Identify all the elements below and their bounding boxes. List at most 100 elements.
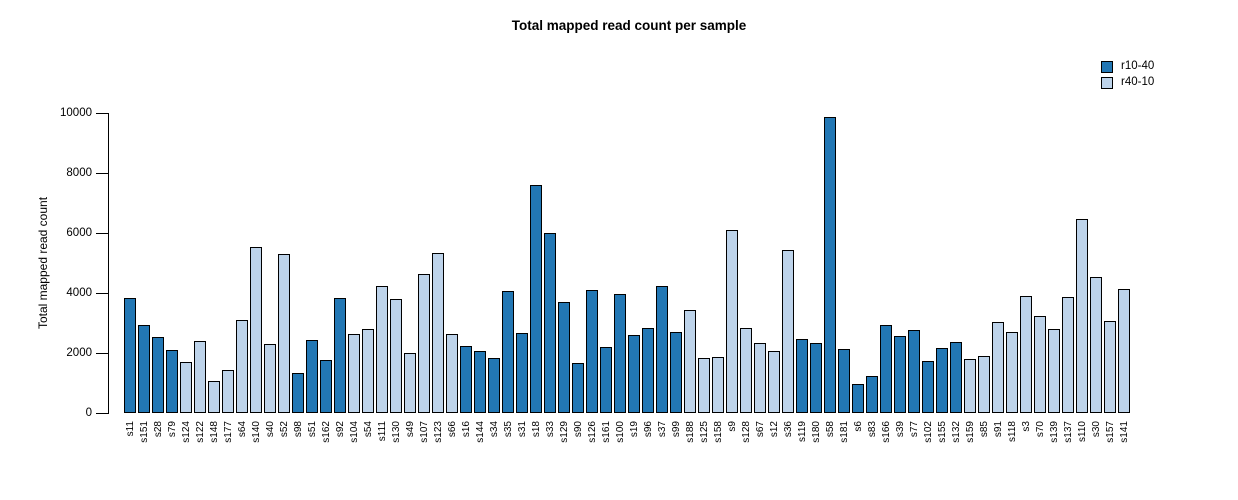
legend-label: r40-10 xyxy=(1121,76,1155,88)
x-tick-label-s140: s140 xyxy=(250,421,262,443)
bar-s19 xyxy=(628,335,640,413)
bar-s177 xyxy=(222,370,234,413)
legend-label: r10-40 xyxy=(1121,60,1155,72)
x-tick-label-s66: s66 xyxy=(446,421,458,438)
bar-s39 xyxy=(894,335,906,413)
bar-s107 xyxy=(418,274,430,413)
bar-s18 xyxy=(530,185,542,413)
bar-s92 xyxy=(334,298,346,413)
bar-s158 xyxy=(712,356,724,413)
bar-s104 xyxy=(348,334,360,413)
x-tick-label-s158: s158 xyxy=(712,421,724,443)
bar-s64 xyxy=(236,320,248,413)
x-tick-label-s37: s37 xyxy=(656,421,668,438)
bar-s162 xyxy=(320,359,332,413)
y-tick xyxy=(96,113,108,114)
x-tick-label-s19: s19 xyxy=(628,421,640,438)
bar-s28 xyxy=(152,336,164,413)
bar-s3 xyxy=(1020,295,1032,413)
bar-s77 xyxy=(908,329,920,413)
bar-s96 xyxy=(642,328,654,413)
x-tick-label-s157: s157 xyxy=(1104,421,1116,443)
bar-s130 xyxy=(390,299,402,413)
bar-s98 xyxy=(292,372,304,413)
bar-s34 xyxy=(488,358,500,413)
x-tick-label-s181: s181 xyxy=(838,421,850,443)
y-tick-label: 10000 xyxy=(60,106,92,119)
x-tick-label-s52: s52 xyxy=(278,421,290,438)
x-tick-label-s155: s155 xyxy=(936,421,948,443)
bar-s119 xyxy=(796,339,808,413)
bar-s52 xyxy=(278,254,290,413)
x-tick-label-s39: s39 xyxy=(894,421,906,438)
x-tick-label-s128: s128 xyxy=(740,421,752,443)
x-tick-label-s33: s33 xyxy=(544,421,556,438)
x-tick-label-s90: s90 xyxy=(572,421,584,438)
bar-s99 xyxy=(670,331,682,413)
bar-s161 xyxy=(600,346,612,413)
x-tick-label-s79: s79 xyxy=(166,421,178,438)
bar-s54 xyxy=(362,329,374,413)
bar-s159 xyxy=(964,359,976,413)
bar-s188 xyxy=(684,310,696,413)
x-tick-label-s51: s51 xyxy=(306,421,318,438)
bar-s124 xyxy=(180,362,192,413)
x-tick-label-s9: s9 xyxy=(726,421,738,432)
x-tick-label-s49: s49 xyxy=(404,421,416,438)
bar-s91 xyxy=(992,322,1004,413)
bar-s37 xyxy=(656,285,668,413)
x-tick-label-s54: s54 xyxy=(362,421,374,438)
x-tick-label-s64: s64 xyxy=(236,421,248,438)
y-tick-label: 2000 xyxy=(66,346,92,359)
x-tick-label-s180: s180 xyxy=(810,421,822,443)
x-tick-label-s36: s36 xyxy=(782,421,794,438)
x-tick-label-s177: s177 xyxy=(222,421,234,443)
bar-s16 xyxy=(460,345,472,413)
bar-s157 xyxy=(1104,320,1116,413)
x-tick-label-s85: s85 xyxy=(978,421,990,438)
bar-s85 xyxy=(978,355,990,413)
bar-s139 xyxy=(1048,329,1060,413)
x-tick-label-s12: s12 xyxy=(768,421,780,438)
x-tick-label-s144: s144 xyxy=(474,421,486,443)
bar-s79 xyxy=(166,350,178,413)
x-tick-label-s130: s130 xyxy=(390,421,402,443)
bar-s129 xyxy=(558,302,570,413)
bar-s40 xyxy=(264,343,276,413)
bar-s166 xyxy=(880,325,892,413)
x-tick-label-s118: s118 xyxy=(1006,421,1018,442)
x-tick-label-s6: s6 xyxy=(852,421,864,432)
bar-s51 xyxy=(306,340,318,413)
bar-s180 xyxy=(810,343,822,413)
bar-s66 xyxy=(446,334,458,413)
bar-s126 xyxy=(586,290,598,413)
y-axis-line xyxy=(108,113,109,414)
y-tick xyxy=(96,293,108,294)
x-tick-label-s162: s162 xyxy=(320,421,332,443)
bar-s140 xyxy=(250,246,262,413)
y-axis-title: Total mapped read count xyxy=(36,196,50,330)
x-tick-label-s139: s139 xyxy=(1048,421,1060,443)
x-tick-label-s35: s35 xyxy=(502,421,514,438)
x-tick-label-s31: s31 xyxy=(516,421,528,438)
x-tick-label-s161: s161 xyxy=(600,421,612,443)
x-tick-label-s28: s28 xyxy=(152,421,164,438)
bar-s35 xyxy=(502,291,514,413)
x-tick-label-s148: s148 xyxy=(208,421,220,443)
bar-s118 xyxy=(1006,332,1018,413)
x-tick-label-s104: s104 xyxy=(348,421,360,443)
x-tick-label-s122: s122 xyxy=(194,421,206,443)
x-tick-label-s91: s91 xyxy=(992,421,1004,438)
legend-swatch-r40-10 xyxy=(1101,76,1113,89)
x-tick-label-s188: s188 xyxy=(684,421,696,443)
x-tick-label-s166: s166 xyxy=(880,421,892,443)
y-tick-label: 8000 xyxy=(66,166,92,179)
bar-s128 xyxy=(740,328,752,413)
x-tick-label-s137: s137 xyxy=(1062,421,1074,443)
bar-s148 xyxy=(208,380,220,413)
x-tick-label-s96: s96 xyxy=(642,421,654,438)
x-tick-label-s30: s30 xyxy=(1090,421,1102,438)
x-tick-label-s98: s98 xyxy=(292,421,304,438)
x-tick-label-s151: s151 xyxy=(138,421,150,443)
